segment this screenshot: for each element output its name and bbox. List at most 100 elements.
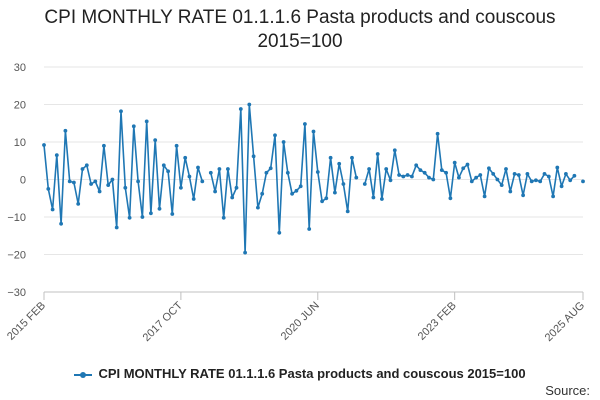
data-point xyxy=(320,199,324,204)
data-point xyxy=(380,197,384,201)
data-point xyxy=(157,206,162,211)
data-point xyxy=(84,163,89,168)
data-point xyxy=(375,152,380,156)
data-point xyxy=(525,172,530,176)
data-point xyxy=(46,187,51,191)
data-point xyxy=(311,129,316,134)
data-point xyxy=(367,167,371,171)
data-point xyxy=(102,143,106,148)
data-point xyxy=(333,190,337,195)
data-point xyxy=(422,170,427,175)
data-point xyxy=(401,174,406,179)
data-point xyxy=(191,197,196,201)
data-point xyxy=(341,182,346,186)
data-point xyxy=(328,155,333,160)
data-point xyxy=(243,250,248,255)
data-point xyxy=(439,168,444,173)
y-tick-label: 30 xyxy=(14,62,26,74)
data-point xyxy=(136,179,141,184)
data-point xyxy=(63,128,68,133)
data-point xyxy=(551,194,555,199)
data-point xyxy=(384,167,389,171)
data-point xyxy=(144,119,149,124)
data-point xyxy=(427,175,431,180)
data-point xyxy=(405,173,410,177)
y-tick-label: 0 xyxy=(20,175,26,187)
data-point xyxy=(89,182,93,186)
data-point xyxy=(350,155,354,160)
data-point xyxy=(303,122,307,126)
data-point xyxy=(281,140,286,144)
data-point xyxy=(174,143,179,148)
data-point xyxy=(149,211,153,216)
y-tick-label: −10 xyxy=(7,212,26,224)
y-grid xyxy=(44,66,583,255)
x-tick-label: 2015 FEB xyxy=(5,300,48,343)
data-point xyxy=(247,102,252,107)
y-tick-label: −20 xyxy=(7,250,26,262)
legend[interactable]: CPI MONTHLY RATE 01.1.1.6 Pasta products… xyxy=(0,366,600,381)
data-point xyxy=(114,225,119,230)
data-point xyxy=(67,179,72,184)
data-point xyxy=(179,185,183,190)
data-point xyxy=(534,178,538,183)
data-point xyxy=(521,193,525,198)
data-point xyxy=(166,169,171,174)
series-line xyxy=(364,133,575,200)
data-point xyxy=(337,161,342,166)
data-point xyxy=(487,166,491,171)
chart-title: CPI MONTHLY RATE 01.1.1.6 Pasta products… xyxy=(44,7,556,52)
data-point xyxy=(221,215,226,220)
data-point xyxy=(414,163,419,168)
data-point xyxy=(392,148,397,153)
data-point xyxy=(435,131,440,136)
data-point xyxy=(72,180,76,185)
data-point xyxy=(315,170,320,174)
x-tick-label: 2025 AUG xyxy=(543,300,587,344)
data-point xyxy=(217,167,222,171)
data-point xyxy=(555,165,560,170)
data-point xyxy=(491,172,496,176)
data-point xyxy=(564,172,568,176)
data-point xyxy=(200,179,205,184)
data-point xyxy=(273,133,277,138)
data-point xyxy=(226,167,230,171)
data-point xyxy=(119,109,123,114)
data-point xyxy=(465,162,470,167)
y-axis-ticks: 30 20 10 0 −10 −20 −30 xyxy=(7,62,26,299)
x-axis-ticks: 2015 FEB 2017 OCT 2020 JUN 2023 FEB 2025 AUG xyxy=(5,292,587,344)
data-point xyxy=(529,179,534,184)
y-tick-label: 20 xyxy=(14,100,26,112)
data-point xyxy=(324,196,329,201)
data-point xyxy=(285,170,290,175)
y-tick-label: −30 xyxy=(7,287,26,299)
data-point xyxy=(559,184,564,189)
data-point xyxy=(362,182,367,186)
data-point xyxy=(50,207,55,212)
y-tick-label: 10 xyxy=(14,137,26,149)
data-point xyxy=(397,173,401,177)
data-point xyxy=(80,167,85,171)
data-point xyxy=(140,215,145,219)
data-point xyxy=(546,174,551,179)
data-point xyxy=(187,174,192,179)
data-point xyxy=(131,124,136,129)
data-point xyxy=(448,196,453,201)
series-line xyxy=(43,110,204,229)
data-point xyxy=(294,188,299,193)
legend-swatch xyxy=(74,371,93,378)
data-point xyxy=(268,166,273,171)
x-tick-label: 2017 OCT xyxy=(141,299,186,344)
data-point xyxy=(482,194,487,199)
data-point xyxy=(238,107,243,111)
data-point xyxy=(307,227,312,231)
data-point xyxy=(499,183,504,188)
data-point xyxy=(516,173,521,177)
data-point xyxy=(208,170,213,175)
data-point xyxy=(512,172,517,176)
data-point xyxy=(123,185,128,190)
data-point xyxy=(59,221,63,226)
data-point xyxy=(298,184,303,189)
data-point xyxy=(572,173,577,178)
